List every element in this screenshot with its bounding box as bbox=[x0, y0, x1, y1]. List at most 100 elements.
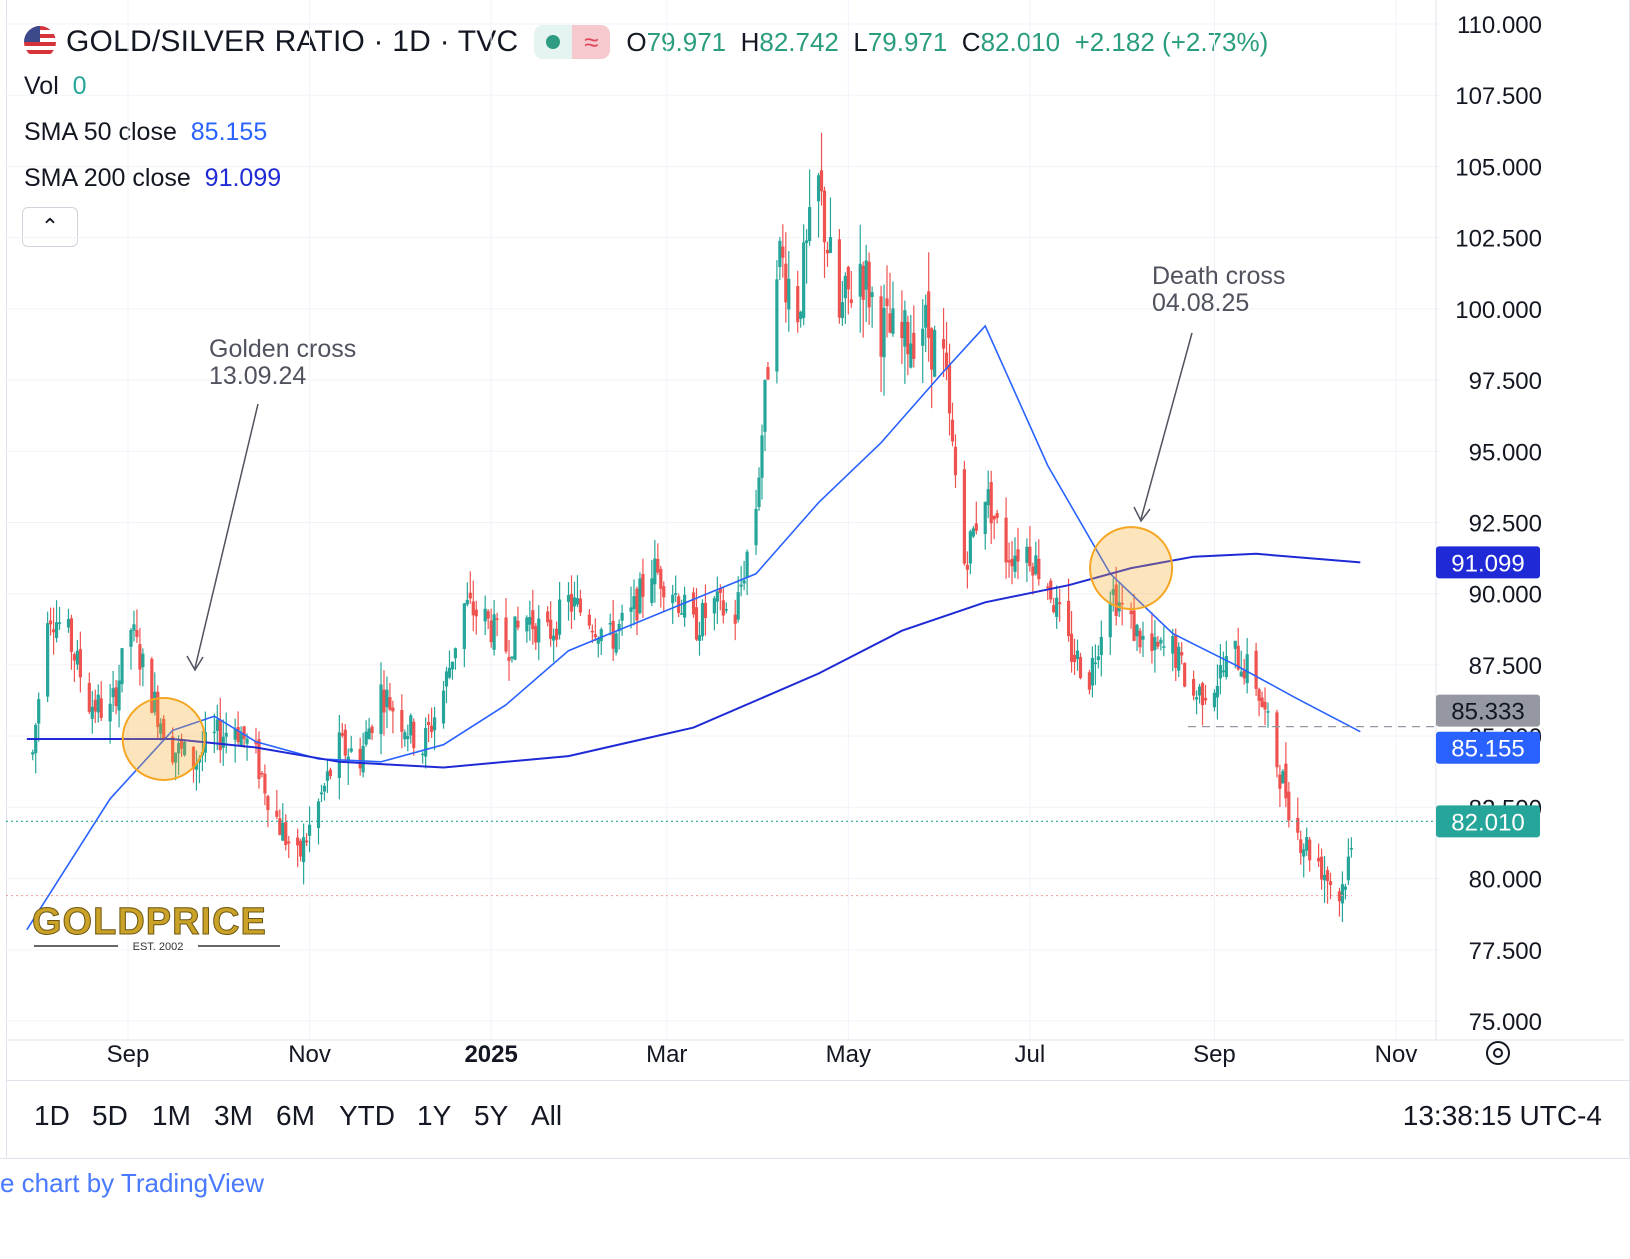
candle-body bbox=[941, 339, 946, 349]
timeframe-1y-button[interactable]: 1Y bbox=[417, 1100, 452, 1131]
death-cross-date: 04.08.25 bbox=[1152, 289, 1249, 317]
candle-body bbox=[391, 707, 395, 712]
timeframe-3m-button[interactable]: 3M bbox=[214, 1100, 253, 1131]
candle-body bbox=[867, 261, 871, 308]
candle-body bbox=[754, 508, 758, 546]
candle-body bbox=[75, 650, 79, 665]
candle-body bbox=[385, 689, 389, 708]
candle-body bbox=[1087, 672, 1092, 690]
clock[interactable]: 13:38:15 UTC-4 bbox=[1402, 1100, 1602, 1131]
candle-body bbox=[129, 630, 133, 647]
candle-body bbox=[1138, 630, 1142, 648]
candle-body bbox=[191, 746, 196, 769]
price-chart[interactable]: Sep Nov 2025 Mar May Jul Sep Nov Golden cross13… bbox=[0, 0, 1630, 1100]
sma50-price-label: 85.155 bbox=[1436, 731, 1540, 764]
timeframe-all-button[interactable]: All bbox=[531, 1100, 563, 1131]
candle-body bbox=[611, 620, 615, 649]
candle-body bbox=[72, 654, 77, 661]
candle-body bbox=[66, 619, 71, 628]
candle-body bbox=[254, 741, 258, 745]
x-axis: Sep Nov 2025 Mar May Jul Sep Nov bbox=[6, 1039, 1624, 1068]
candle-body bbox=[724, 609, 728, 611]
candle-body bbox=[516, 620, 520, 628]
volume-legend[interactable]: Vol 0 bbox=[24, 72, 87, 101]
candle-body bbox=[337, 732, 341, 778]
candle-body bbox=[778, 240, 782, 268]
candle-body bbox=[718, 588, 722, 593]
timeframe-5y-button[interactable]: 5Y bbox=[474, 1100, 509, 1131]
candle-body bbox=[111, 688, 115, 698]
candle-body bbox=[471, 601, 475, 616]
candle-body bbox=[995, 513, 999, 518]
candle-body bbox=[1349, 848, 1353, 850]
timeframe-1d-button[interactable]: 1D bbox=[34, 1100, 70, 1131]
close-label: C bbox=[961, 26, 981, 57]
candle-body bbox=[808, 207, 812, 241]
candle-body bbox=[513, 616, 517, 660]
candle-body bbox=[403, 732, 407, 740]
timeframe-5d-button[interactable]: 5D bbox=[92, 1100, 128, 1131]
gear-hub bbox=[1493, 1048, 1503, 1058]
candle-body bbox=[421, 753, 425, 756]
sma200-legend[interactable]: SMA 200 close 91.099 bbox=[24, 164, 281, 193]
candle-body bbox=[1055, 597, 1059, 617]
candle-body bbox=[694, 607, 699, 640]
candle-body bbox=[974, 523, 978, 531]
candle-body bbox=[507, 657, 511, 661]
candle-body bbox=[572, 597, 577, 607]
candle-body bbox=[96, 694, 100, 713]
candle-body bbox=[1114, 584, 1118, 616]
settings-gear-icon[interactable] bbox=[1486, 1041, 1510, 1065]
candle-body bbox=[924, 304, 928, 328]
candle-body bbox=[1052, 605, 1056, 613]
candle-body bbox=[1096, 656, 1100, 661]
candle-body bbox=[322, 785, 327, 792]
approx-icon[interactable]: ≈ bbox=[572, 25, 611, 59]
candle-body bbox=[629, 607, 633, 612]
close-value: 82.010 bbox=[980, 26, 1061, 57]
candle-body bbox=[683, 594, 687, 618]
market-open-indicator[interactable] bbox=[534, 25, 573, 59]
candle-body bbox=[1340, 884, 1345, 904]
goldprice-est-text: EST. 2002 bbox=[133, 941, 184, 953]
high-value: 82.742 bbox=[759, 26, 839, 57]
timeframe-6m-button[interactable]: 6M bbox=[276, 1100, 315, 1131]
candle-body bbox=[49, 620, 53, 625]
candle-body bbox=[450, 661, 455, 670]
market-status-pills[interactable]: ≈ bbox=[534, 25, 611, 59]
candle-body bbox=[108, 703, 112, 722]
golden-cross-circle bbox=[121, 696, 206, 781]
sma50-legend[interactable]: SMA 50 close 85.155 bbox=[24, 118, 267, 147]
sma200-label: SMA 200 close bbox=[24, 164, 191, 192]
candle-body bbox=[715, 591, 719, 602]
candle-body bbox=[358, 748, 362, 769]
candle-body bbox=[858, 263, 862, 297]
candle-body bbox=[1007, 560, 1011, 563]
candle-body bbox=[132, 624, 136, 631]
candle-body bbox=[156, 691, 160, 727]
candle-body bbox=[674, 593, 678, 595]
sma50-label: SMA 50 close bbox=[24, 118, 177, 146]
candle-body bbox=[1254, 650, 1258, 689]
tradingview-credit[interactable]: e chart by TradingView bbox=[0, 1168, 264, 1198]
candle-body bbox=[159, 723, 163, 734]
timeframe-1m-button[interactable]: 1M bbox=[152, 1100, 191, 1131]
candle-body bbox=[599, 629, 603, 642]
x-tick-label: Mar bbox=[646, 1041, 687, 1068]
candle-body bbox=[462, 603, 466, 650]
candle-body bbox=[296, 837, 300, 846]
candle-body bbox=[781, 246, 785, 258]
candle-body bbox=[171, 736, 175, 763]
x-tick-label: May bbox=[826, 1041, 871, 1068]
candle-body bbox=[1242, 670, 1246, 679]
candle-body bbox=[617, 623, 621, 632]
us-flag-icon bbox=[24, 26, 56, 58]
candle-body bbox=[712, 598, 716, 614]
timeframe-ytd-button[interactable]: YTD bbox=[339, 1100, 395, 1131]
last-price-label: 82.010 bbox=[1436, 805, 1540, 838]
symbol-title[interactable]: GOLD/SILVER RATIO · 1D · TVC bbox=[66, 25, 519, 58]
candle-body bbox=[432, 717, 437, 731]
collapse-legend-button[interactable]: ⌃ bbox=[22, 207, 78, 247]
candle-body bbox=[465, 599, 469, 605]
